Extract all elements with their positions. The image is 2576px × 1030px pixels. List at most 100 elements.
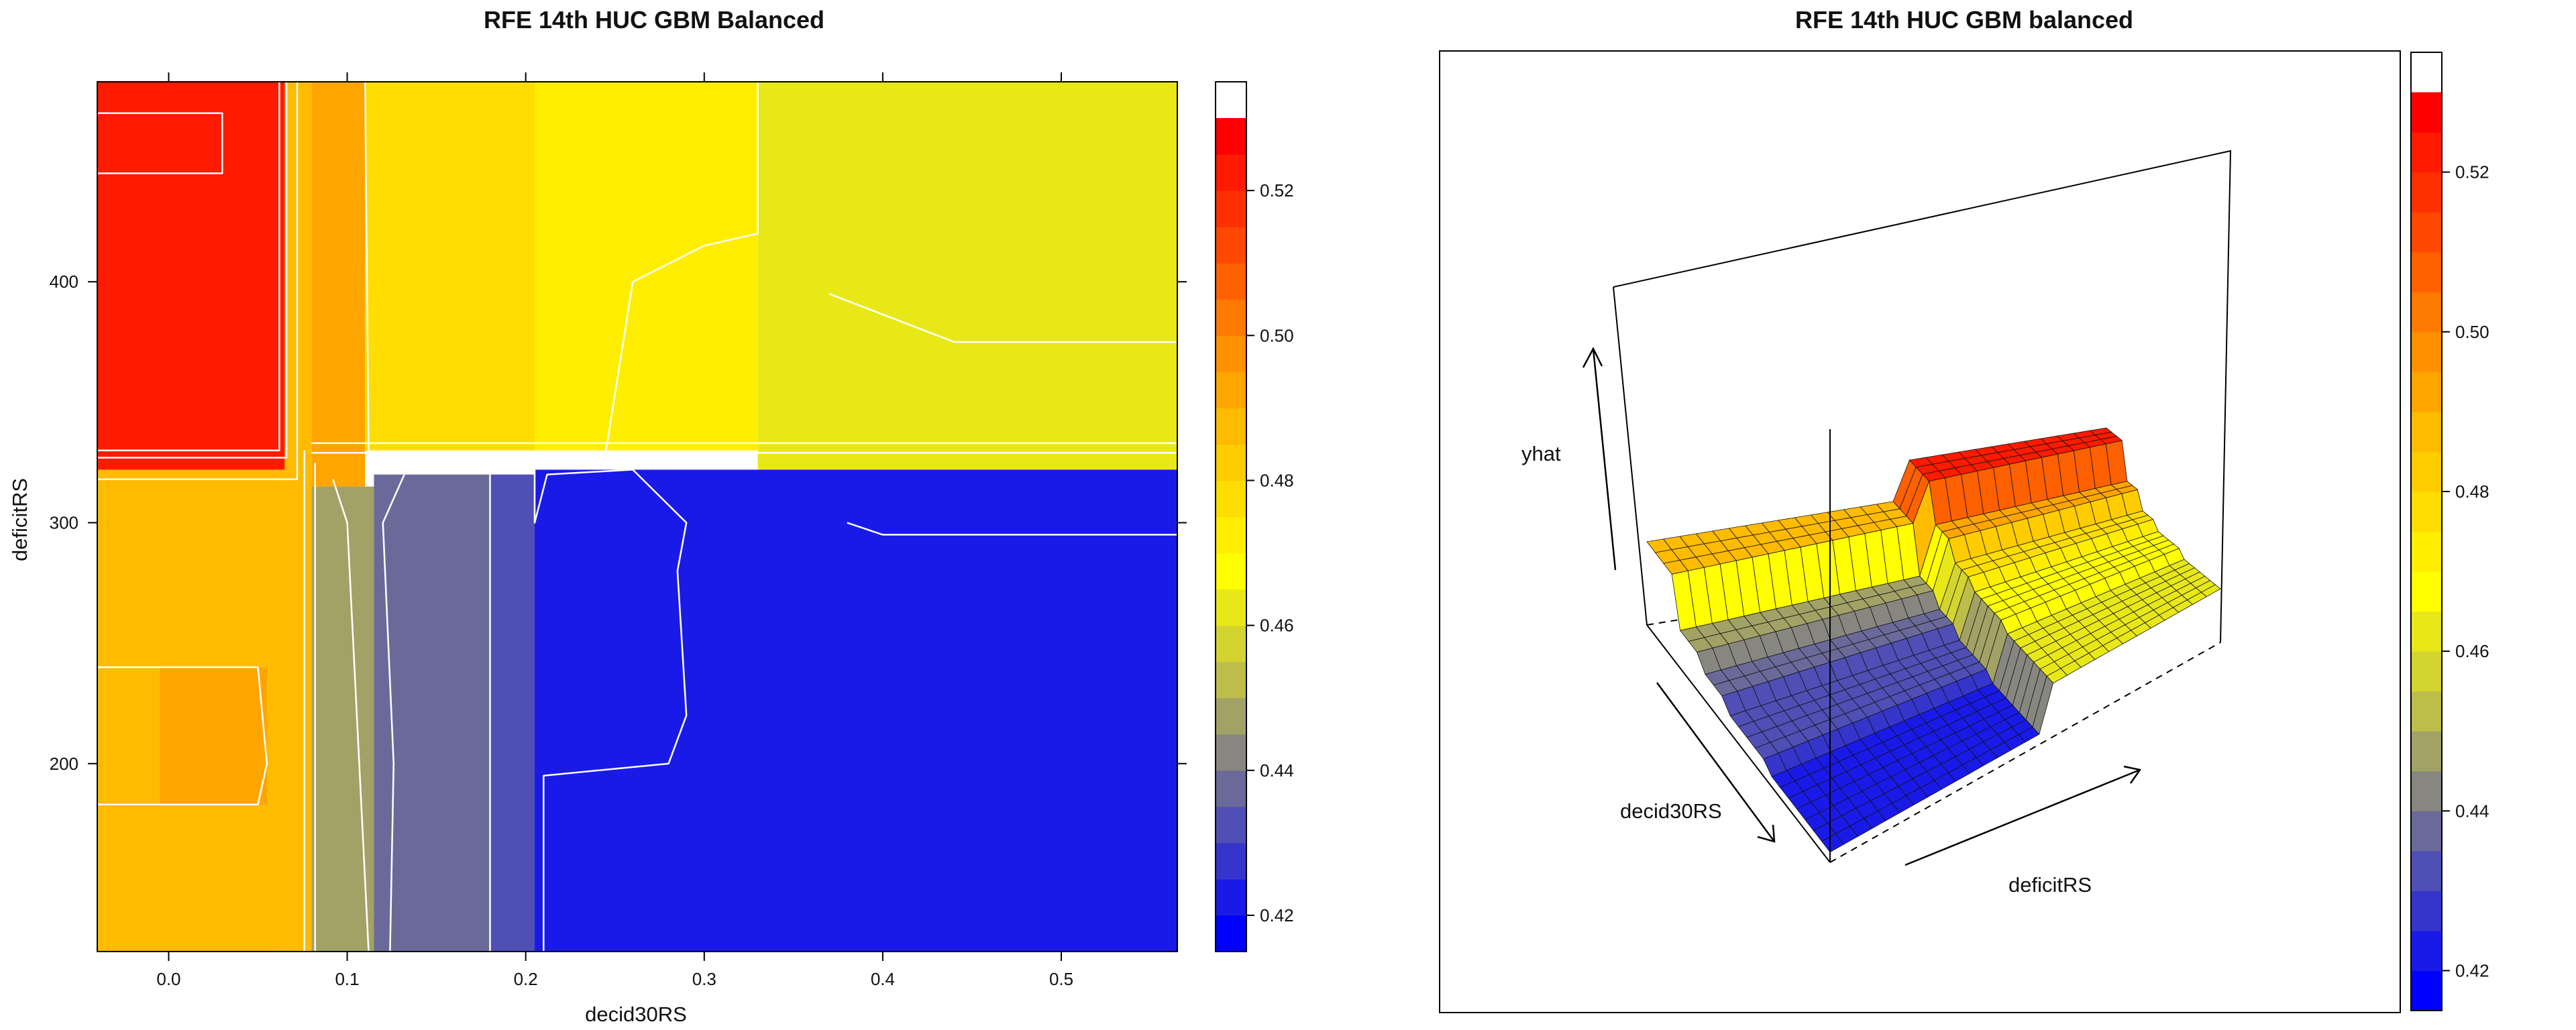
decid-arrow [1656,682,1776,842]
deficit-arrow [1904,768,2141,866]
colorkey-swatch [1216,371,1246,408]
contour-x-label: decid30RS [585,1003,687,1026]
colorkey-swatch [2411,850,2442,891]
contour-line-16 [97,112,223,174]
colorkey-swatch [2411,451,2442,492]
contour-region-10 [490,474,535,952]
surface-plot-frame [1439,50,2401,1013]
colorkey-swatch [1216,263,1246,300]
colorkey-swatch [2411,770,2442,811]
decid-arrowhead [1757,824,1776,843]
colorkey-swatch [2411,970,2442,1011]
contour-y-label: deficitRS [8,478,32,561]
colorkey-swatch [2411,411,2442,453]
colorkey-swatch [1216,335,1246,372]
surface-x-label: decid30RS [1620,799,1722,823]
contour-line-7 [382,474,405,952]
surface-z-label: yhat [1521,442,1561,465]
colorkey-swatch [1216,915,1246,952]
colorkey-swatch [1216,408,1246,445]
colorkey-frame [1215,81,1247,952]
colorkey-swatch [2411,132,2442,173]
colorkey-swatch [1216,154,1246,191]
x-tick-label: 0.3 [692,969,716,989]
deficit-arrowhead [2123,765,2142,784]
colorkey-swatch [1216,299,1246,336]
x-tick-label: 0.0 [156,969,180,989]
y-axis: 200 300 400 [50,272,1187,774]
contour-fill [97,82,1177,952]
colorkey-label: 0.42 [1260,905,1294,925]
colorkey-swatch [1216,480,1246,518]
colorkey-swatch [1216,227,1246,264]
colorkey-label: 0.52 [1260,180,1294,201]
colorkey-swatch [1216,697,1246,735]
colorkey-frame [2410,52,2443,1011]
y-tick-label: 400 [50,272,78,292]
colorkey-swatch [1216,516,1246,554]
colorkey-swatch [2411,212,2442,253]
yhat-arrowhead [1582,347,1603,368]
contour-region-0 [97,82,285,470]
colorkey-swatch [2411,811,2442,852]
contour-lines [97,82,1177,952]
colorkey-label: 0.44 [1260,760,1294,781]
colorkey-swatch [1216,806,1246,844]
contour-region-6 [534,82,758,451]
colorkey-swatch [1216,190,1246,227]
contour-region-7 [757,82,1177,470]
colorkey-swatch [2411,930,2442,972]
colorkey-swatch [1216,625,1246,663]
colorkey-swatch [2411,172,2442,213]
colorkey-label: 0.52 [2455,162,2489,182]
colorkey-swatch [1216,444,1246,481]
colorkey-swatch [2411,331,2442,372]
contour-region-8 [311,486,374,952]
contour-colorkey: 0.42 0.44 0.46 0.48 0.50 0.52 [1215,81,1294,952]
surface-axis-arrows [1582,347,2142,866]
surface-facet [1646,538,1672,553]
contour-panel: RFE 14th HUC GBM Balanced 0.0 0.1 0.2 0.3 0.… [8,6,1294,1026]
colorkey-label: 0.48 [2455,481,2489,502]
colorkey-swatch [2411,371,2442,412]
contour-region-5 [365,82,535,451]
colorkey-swatch [2411,891,2442,931]
colorkey-label: 0.50 [2455,322,2489,342]
contour-plot-frame [97,81,1178,952]
contour-region-2 [160,667,267,805]
colorkey-label: 0.42 [2455,960,2489,980]
x-tick-label: 0.5 [1049,969,1073,989]
colorkey-swatch [2411,292,2442,333]
colorkey-swatch [2411,491,2442,532]
colorkey-swatch [2411,92,2442,133]
contour-line-15 [847,522,1177,536]
surface-y-label: deficitRS [2008,873,2092,897]
colorkey-swatch [2411,571,2442,612]
y-tick-label: 200 [50,754,78,774]
colorkey-swatch [2411,251,2442,292]
colorkey-swatch [2411,691,2442,732]
colorkey-swatch [2411,531,2442,572]
colorkey-label: 0.44 [2455,801,2489,821]
colorkey-swatch [2411,611,2442,652]
y-tick-label: 300 [50,512,78,532]
contour-line-0 [97,82,280,451]
colorkey-swatch [1216,842,1246,880]
contour-line-6 [332,479,370,952]
contour-region-3 [284,82,312,952]
colorkey-swatch [2411,651,2442,692]
colorkey-swatch [1216,589,1246,626]
colorkey-label: 0.50 [1260,325,1294,345]
x-tick-label: 0.1 [335,969,359,989]
colorkey-swatch [1216,878,1246,916]
contour-title: RFE 14th HUC GBM Balanced [484,6,824,34]
colorkey-swatch [2411,731,2442,772]
colorkey-swatch [1216,553,1246,590]
contour-line-2 [97,82,299,481]
contour-line-11 [605,82,759,451]
colorkey-label: 0.48 [1260,470,1294,490]
contour-line-12 [828,293,1177,343]
colorkey-swatch [1216,734,1246,771]
x-axis: 0.0 0.1 0.2 0.3 0.4 0.5 [156,72,1073,989]
